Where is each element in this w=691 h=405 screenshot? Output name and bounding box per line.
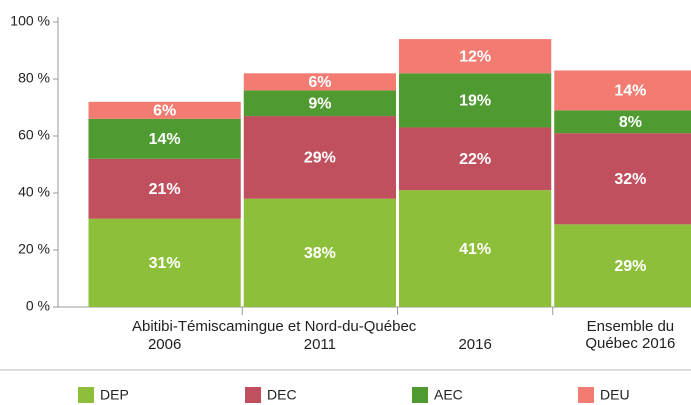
y-tick-label: 40 % — [18, 184, 50, 200]
bar-segment — [554, 224, 691, 307]
data-label: 9% — [308, 95, 331, 112]
bar-segment — [243, 90, 396, 117]
bar-segment — [554, 70, 691, 111]
data-label: 38% — [304, 245, 336, 262]
legend-label: DEU — [600, 387, 630, 403]
data-label: 29% — [614, 258, 646, 275]
x-tick-label: 2011 — [303, 336, 336, 353]
bar-segment — [399, 39, 552, 74]
x-tick-label: 2006 — [147, 336, 182, 353]
x-tick-label: 2016 — [458, 336, 492, 353]
data-label: 32% — [614, 171, 646, 188]
bar-segment — [243, 73, 396, 91]
bar-segment — [399, 190, 552, 307]
data-label: 12% — [459, 48, 491, 65]
bar-segment — [88, 158, 241, 219]
bar-segment — [554, 133, 691, 225]
legend-swatch — [78, 387, 94, 403]
data-label: 14% — [149, 131, 181, 148]
bar-segment — [88, 218, 241, 307]
legend-swatch — [578, 387, 594, 403]
data-label: 29% — [304, 150, 336, 167]
data-label: 31% — [149, 255, 181, 272]
y-tick-label: 100 % — [10, 13, 50, 29]
bar-segment — [554, 110, 691, 134]
data-label: 6% — [308, 74, 331, 91]
data-label: 8% — [619, 114, 642, 131]
legend-label: AEC — [434, 387, 463, 403]
data-label: 22% — [459, 151, 491, 168]
bar-segment — [88, 101, 241, 119]
data-label: 19% — [459, 93, 491, 110]
data-label: 6% — [153, 103, 176, 120]
y-tick-label: 0 % — [26, 298, 50, 314]
y-tick-label: 20 % — [18, 241, 50, 257]
data-label: 41% — [459, 241, 491, 258]
legend-swatch — [412, 387, 428, 403]
bar-segment — [399, 73, 552, 128]
bar-segment — [399, 127, 552, 191]
legend-swatch — [245, 387, 261, 403]
group-label: Abitibi-Témiscamingue et Nord-du-Québec — [132, 318, 417, 335]
bar-segment — [243, 198, 396, 307]
legend-label: DEC — [267, 387, 297, 403]
y-tick-label: 80 % — [18, 70, 50, 86]
x-tick-label: Ensemble du Québec 2016 — [585, 318, 676, 352]
data-label: 14% — [614, 83, 646, 100]
y-tick-label: 60 % — [18, 127, 50, 143]
bar-segment — [88, 118, 241, 159]
data-label: 21% — [149, 181, 181, 198]
bar-segment — [243, 116, 396, 199]
legend-label: DEP — [100, 387, 129, 403]
